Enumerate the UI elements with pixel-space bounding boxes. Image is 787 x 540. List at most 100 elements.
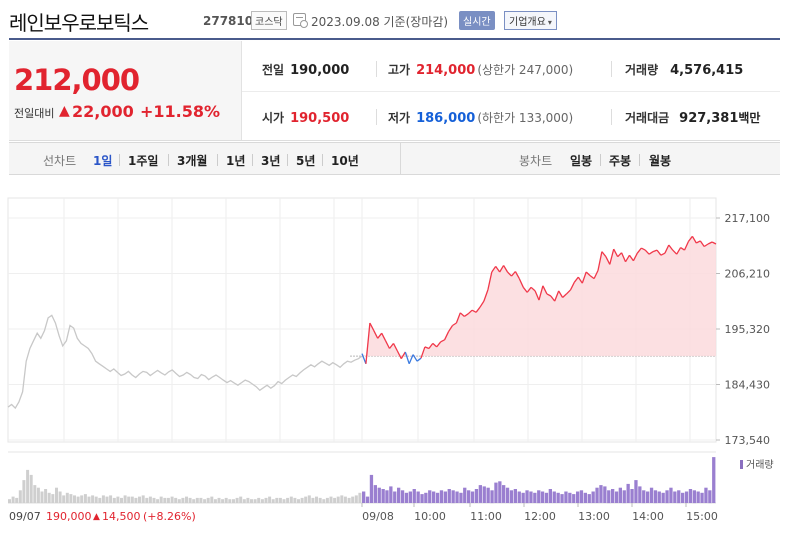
today-series-up-segment [467, 309, 473, 315]
tab-5y[interactable]: 5년 [296, 154, 316, 168]
today-series-up-segment [660, 252, 666, 256]
tab-1w[interactable]: 1주일 [128, 154, 159, 168]
today-volume-bar [537, 490, 541, 504]
today-volume-bar [653, 490, 658, 504]
tab-3m[interactable]: 3개월 [177, 154, 208, 168]
today-volume-bar [385, 490, 389, 504]
prev-volume-bar [333, 497, 337, 503]
today-volume-bar [583, 492, 587, 503]
prev-volume-bar [105, 496, 109, 503]
today-volume-bar [607, 490, 611, 504]
prev-volume-bar [36, 487, 40, 503]
line-chart-label: 선차트 [43, 154, 77, 168]
tab-daily-candle[interactable]: 일봉 [570, 154, 593, 168]
prev-volume-bar [83, 494, 87, 503]
price-chart[interactable]: 217,100 206,210 195,320 184,430 173,540 09/0… [0, 190, 787, 530]
prev-volume-bar [275, 497, 279, 503]
stat-open: 시가 190,500 [262, 109, 349, 126]
prev-volume-bar [228, 499, 232, 503]
today-volume-bar [587, 494, 591, 503]
prev-day-pct: (+8.26%) [143, 510, 196, 523]
prev-volume-bar [181, 497, 185, 503]
realtime-button[interactable]: 실시간 [459, 11, 495, 30]
corp-info-dropdown[interactable]: 기업개요 ▾ [504, 11, 557, 30]
today-series-up-segment [420, 346, 426, 359]
today-series-up-segment [530, 286, 536, 292]
prev-volume-bar [239, 496, 243, 503]
prev-volume-bar [134, 497, 138, 503]
prev-volume-bar [116, 496, 120, 503]
today-volume-bar [482, 486, 486, 503]
prev-volume-bar [343, 496, 347, 503]
company-name[interactable]: 레인보우로보틱스 [9, 11, 149, 35]
up-triangle-icon: ▲ [59, 103, 70, 119]
x-tick-label: 11:00 [470, 510, 502, 523]
today-volume-bar [439, 490, 444, 504]
tab-monthly-candle[interactable]: 월봉 [649, 154, 672, 168]
lower-limit: (하한가 133,000) [477, 111, 574, 125]
stat-label: 시가 [262, 111, 285, 125]
candle-chart-label: 봉차트 [519, 154, 553, 168]
prev-day-series-line [7, 314, 363, 410]
today-series-up-segment [396, 350, 402, 359]
prev-volume-bar [26, 469, 30, 503]
tab-1d[interactable]: 1일 [93, 154, 113, 168]
today-series-up-segment [503, 265, 509, 273]
prev-volume-bar [221, 499, 225, 503]
prev-volume-bar [315, 496, 318, 503]
today-series-up-segment [538, 285, 544, 301]
prev-volume-bar [174, 497, 178, 503]
tab-weekly-candle[interactable]: 주봉 [609, 154, 632, 168]
today-series-up-segment [424, 346, 430, 350]
prev-volume-bar [101, 495, 105, 503]
today-series-up-segment [691, 235, 697, 244]
stat-value: 4,576,415 [670, 63, 744, 78]
stat-label: 고가 [388, 63, 411, 77]
prev-volume-bar [47, 492, 51, 503]
prev-volume-bar [329, 496, 333, 503]
today-volume-bar [478, 485, 482, 503]
prev-day-change: 14,500 [102, 510, 141, 523]
prev-volume-bar [246, 497, 250, 503]
prev-volume-bar [94, 496, 98, 503]
price-summary: 212,000 전일대비 ▲ 22,000 +11.58% 전일 190,000 … [9, 41, 780, 141]
stat-label: 거래대금 [625, 111, 670, 125]
tab-1y[interactable]: 1년 [226, 154, 246, 168]
prev-volume-bar [170, 496, 174, 503]
prev-volume-bar [141, 495, 145, 503]
today-series-up-segment [644, 249, 650, 255]
today-volume-bar [420, 494, 424, 503]
prev-volume-bar [304, 496, 308, 503]
today-series-up-segment [562, 293, 567, 298]
up-triangle-icon: ▲ [93, 512, 100, 522]
today-volume-bar [692, 490, 696, 504]
prev-volume-bar [286, 497, 290, 503]
tab-10y[interactable]: 10년 [331, 154, 359, 168]
today-series-up-segment [632, 252, 638, 262]
today-volume-bar [486, 487, 490, 503]
divider [119, 154, 120, 166]
calendar-icon [293, 13, 308, 28]
x-tick-label: 10:00 [414, 510, 446, 523]
today-volume-bar [681, 492, 685, 503]
today-series-up-segment [687, 235, 693, 242]
today-series-up-segment [601, 251, 607, 258]
today-volume-bar [622, 490, 626, 504]
today-series-up-segment [597, 251, 603, 271]
today-volume-bar [665, 490, 669, 504]
y-tick-label: 184,430 [725, 379, 771, 392]
today-series-up-segment [463, 313, 469, 317]
today-series-down-segment [404, 351, 410, 365]
today-series-up-segment [447, 325, 454, 333]
today-volume-bar [432, 491, 436, 503]
today-series-up-segment [471, 309, 477, 313]
today-series-up-segment [605, 256, 611, 265]
today-series-up-segment [440, 339, 445, 343]
today-volume-bar [428, 490, 432, 504]
tab-3y[interactable]: 3년 [261, 154, 281, 168]
today-volume-bar [688, 489, 693, 503]
today-series-up-segment [581, 271, 587, 284]
prev-volume-bar [62, 495, 66, 503]
prev-volume-bar [51, 494, 55, 503]
today-series-up-segment [388, 342, 395, 349]
